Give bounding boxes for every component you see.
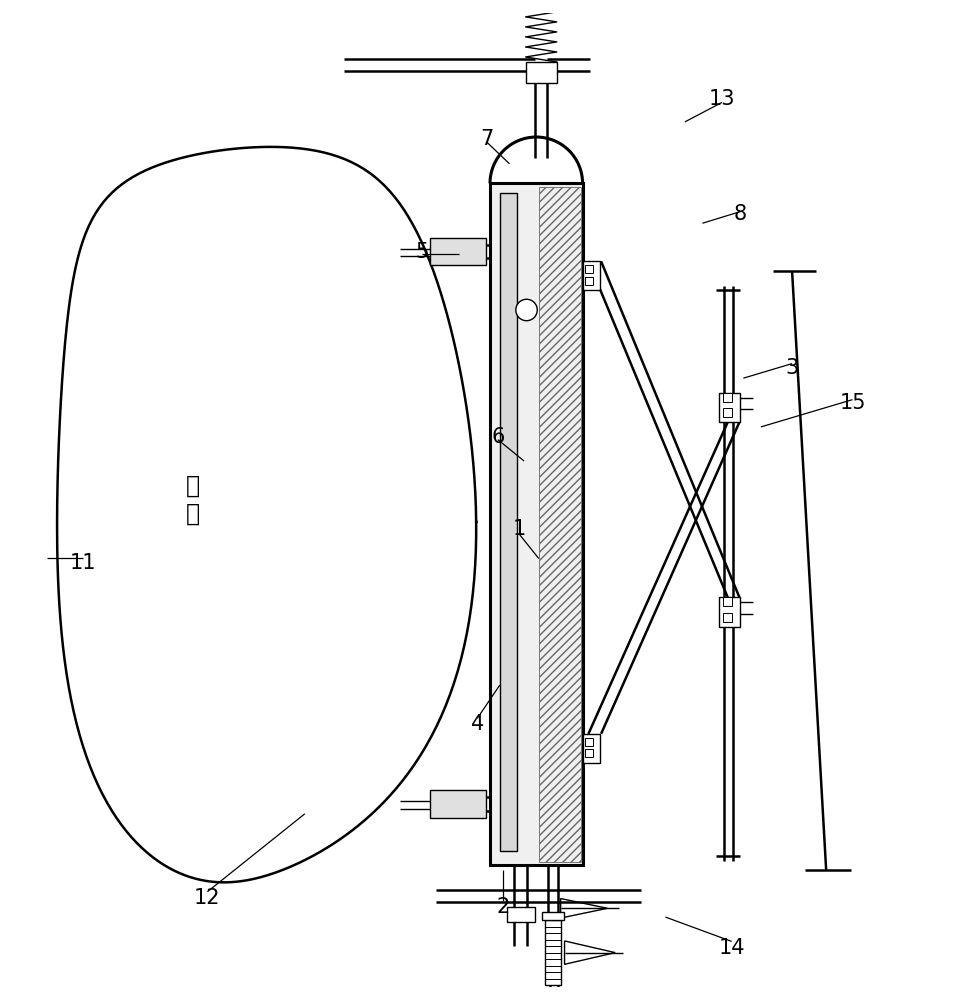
Text: 汽
包: 汽 包 [186,474,200,526]
Bar [585,749,593,757]
Bar [507,907,535,922]
Bar [545,920,561,985]
Bar [525,62,557,83]
Bar [542,912,564,920]
Text: 1: 1 [513,519,526,539]
Text: 13: 13 [709,89,735,109]
Bar [585,265,593,273]
Bar [582,734,600,763]
Text: 2: 2 [496,897,510,917]
Text: 4: 4 [470,714,484,734]
Text: 11: 11 [70,553,96,573]
Bar [500,193,517,851]
Bar [723,408,732,417]
Bar [429,790,486,818]
Text: 8: 8 [734,204,747,224]
Text: 7: 7 [480,129,494,149]
Text: 5: 5 [416,242,428,262]
Bar [719,597,741,627]
Bar [585,277,593,285]
Bar [723,613,732,622]
Text: 14: 14 [718,938,745,958]
Bar [582,261,600,290]
Bar [429,238,486,265]
Circle shape [515,299,537,321]
Bar [723,597,732,606]
Bar [723,393,732,402]
Text: 6: 6 [491,427,505,447]
Bar [585,738,593,746]
Bar [539,187,580,862]
Bar [719,393,741,422]
Text: 15: 15 [839,393,865,413]
Text: 3: 3 [785,358,799,378]
Bar [490,183,582,865]
Text: 12: 12 [194,888,221,908]
